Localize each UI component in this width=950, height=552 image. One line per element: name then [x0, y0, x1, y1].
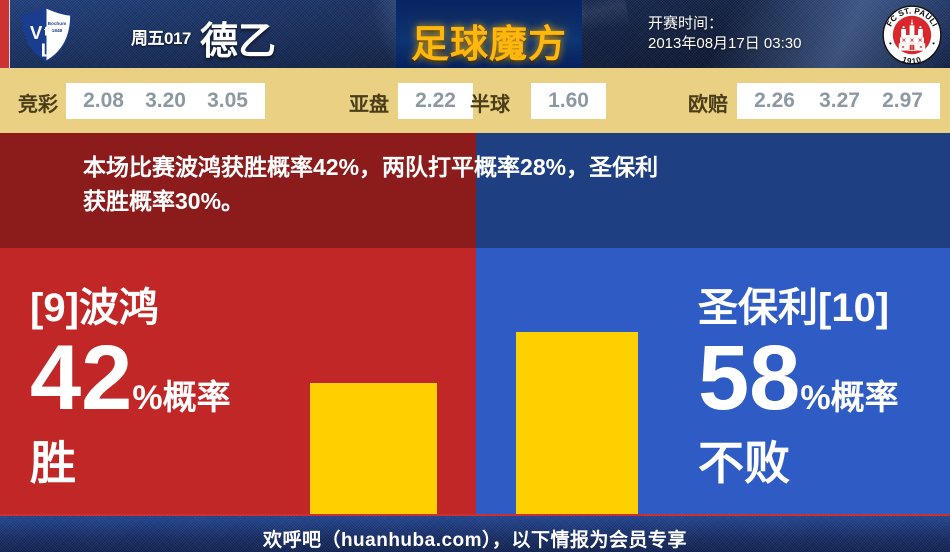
svg-text:1848: 1848 [52, 28, 63, 33]
svg-text:Bochum: Bochum [48, 21, 67, 26]
svg-text:L: L [41, 40, 52, 61]
